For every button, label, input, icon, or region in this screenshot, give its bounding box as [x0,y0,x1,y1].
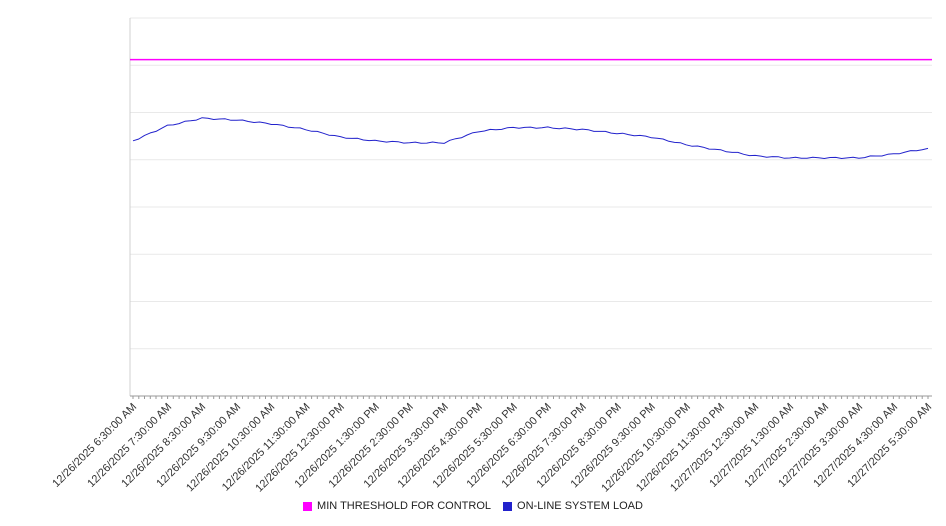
chart-legend: MIN THRESHOLD FOR CONTROL ON-LINE SYSTEM … [0,500,946,512]
legend-label: ON-LINE SYSTEM LOAD [517,500,643,512]
legend-item: MIN THRESHOLD FOR CONTROL [303,500,491,512]
legend-swatch [303,501,313,511]
system-load-line [132,117,929,159]
legend-label: MIN THRESHOLD FOR CONTROL [317,500,492,512]
legend-swatch [503,501,513,511]
legend-item: ON-LINE SYSTEM LOAD [503,500,643,512]
